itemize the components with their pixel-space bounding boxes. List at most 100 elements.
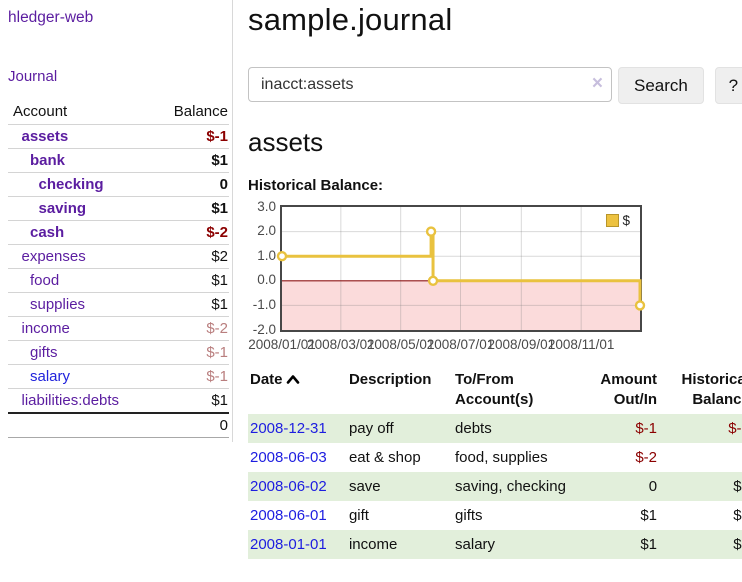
transaction-row: 2008-06-01 gift gifts $1 $2 [248,501,742,530]
account-balance: $1 [151,196,229,221]
transaction-row: 2008-12-31 pay off debts $-1 $-1 [248,413,742,443]
legend-label: $ [622,213,630,228]
transaction-row: 2008-01-01 income salary $1 $1 [248,529,742,559]
transaction-description: income [348,535,398,553]
transaction-row: 2008-06-02 save saving, checking 0 $2 [248,471,742,501]
y-tick-label: -2.0 [252,321,276,337]
sidebar-account-link[interactable]: checking [38,176,104,193]
account-row: saving $1 [8,196,229,221]
account-balance: $1 [151,292,229,317]
sidebar-account-link[interactable]: cash [30,224,65,241]
legend-swatch-icon [606,214,620,227]
transaction-balance: 0 [659,443,742,472]
chart-canvas [276,207,646,330]
register-header-historical-balance: Historical Balance [681,371,742,409]
account-balance: $-2 [151,220,229,245]
accounts-header-balance: Balance [173,103,228,120]
search-button[interactable]: Search [618,67,704,104]
account-balance: $1 [151,268,229,293]
accounts-table: Account Balance assets $-1 bank $1 checking 0… [8,100,229,438]
transaction-date-link[interactable]: 2008-12-31 [250,419,327,437]
account-row: assets $-1 [8,124,229,149]
transaction-description: gift [348,506,369,524]
transaction-date-link[interactable]: 2008-01-01 [250,535,327,553]
sidebar-account-link[interactable]: assets [21,128,69,145]
transaction-date: 2008-06-02 [248,472,347,501]
x-tick-label: 2008/05/01 [366,337,435,352]
y-tick-label: 0.0 [257,272,276,288]
transaction-accounts: food, supplies [455,448,548,466]
account-row: checking 0 [8,172,229,197]
sidebar: hledger-web Journal Account Balance asse… [0,0,233,442]
account-row: cash $-2 [8,220,229,245]
transaction-accounts: salary [455,535,496,553]
sidebar-account-link[interactable]: bank [30,152,66,169]
y-tick-label: 3.0 [257,198,276,214]
chart-title: Historical Balance: [248,177,384,194]
account-row: expenses $2 [8,244,229,269]
transaction-description: pay off [348,419,394,437]
account-balance: $2 [151,244,229,269]
transaction-balance: $2 [733,506,742,524]
sidebar-item-journal[interactable]: Journal [8,68,58,85]
search-help-button[interactable]: ? [714,67,742,104]
sidebar-account-link[interactable]: income [21,320,70,337]
transaction-amount: $1 [640,506,658,524]
accounts-header-account: Account [13,103,68,120]
y-tick-label: -1.0 [252,296,276,312]
chart-legend: $ [604,212,632,229]
transaction-amount: $1 [640,535,658,553]
register-header-description: Description [348,371,432,388]
chart-x-axis: 2008/01/01 2008/03/01 2008/05/01 2008/07/01… [248,334,640,354]
transaction-accounts: saving, checking [455,477,566,495]
transaction-date-link[interactable]: 2008-06-03 [250,448,327,466]
transaction-accounts: gifts [455,506,483,524]
sidebar-account-link[interactable]: supplies [30,296,86,313]
transaction-date: 2008-06-03 [248,443,347,472]
data-point-marker [425,226,437,237]
clear-search-icon[interactable]: × [591,73,603,94]
account-balance: $1 [151,388,229,413]
register-header-date[interactable]: Date [248,367,347,414]
account-row: supplies $1 [8,292,229,317]
sidebar-account-link[interactable]: food [30,272,60,289]
sidebar-account-link[interactable]: liabilities:debts [21,392,120,409]
transaction-balance: $-1 [728,419,742,437]
account-balance: $-1 [151,364,229,389]
data-point-marker [276,251,288,262]
x-tick-label: 2008/11/01 [547,337,615,352]
sidebar-account-link[interactable]: gifts [30,344,58,361]
data-point-marker [427,275,439,287]
chart-plot-area: $ [276,205,646,332]
chart-y-axis: 3.0 2.0 1.0 0.0 -1.0 -2.0 [248,199,280,337]
x-tick-label: 2008/01/01 [248,337,316,352]
transaction-amount: $-1 [635,419,658,437]
transaction-balance: $1 [733,535,742,553]
transaction-date-link[interactable]: 2008-06-01 [250,506,327,524]
register-header-amount-out-in: Amount Out/In [600,371,658,409]
register-table: Date Description To/From Account(s) Amount … [248,367,742,559]
transaction-description: eat & shop [348,448,421,466]
account-row: food $1 [8,268,229,293]
main-content: sample.journal × Search ? assets Histori… [233,0,742,579]
sidebar-account-link[interactable]: salary [30,368,71,385]
account-row: income $-2 [8,316,229,341]
app-title-link[interactable]: hledger-web [8,9,94,26]
transaction-date-link[interactable]: 2008-06-02 [250,477,327,495]
page-title: sample.journal [248,2,453,37]
transaction-date: 2008-01-01 [248,530,347,559]
search-input[interactable] [248,67,612,102]
account-row: salary $-1 [8,364,229,389]
transaction-description: save [348,477,381,495]
account-row: liabilities:debts $1 [8,388,229,413]
account-balance: $1 [151,148,229,173]
transaction-accounts: debts [455,419,492,437]
account-balance: $-1 [151,124,229,149]
account-balance: $-1 [151,340,229,365]
sidebar-account-link[interactable]: saving [38,200,87,217]
y-tick-label: 2.0 [257,223,276,239]
y-tick-label: 1.0 [257,247,276,263]
chevron-up-icon [286,375,299,384]
account-balance: $-2 [151,316,229,341]
sidebar-account-link[interactable]: expenses [21,248,86,265]
